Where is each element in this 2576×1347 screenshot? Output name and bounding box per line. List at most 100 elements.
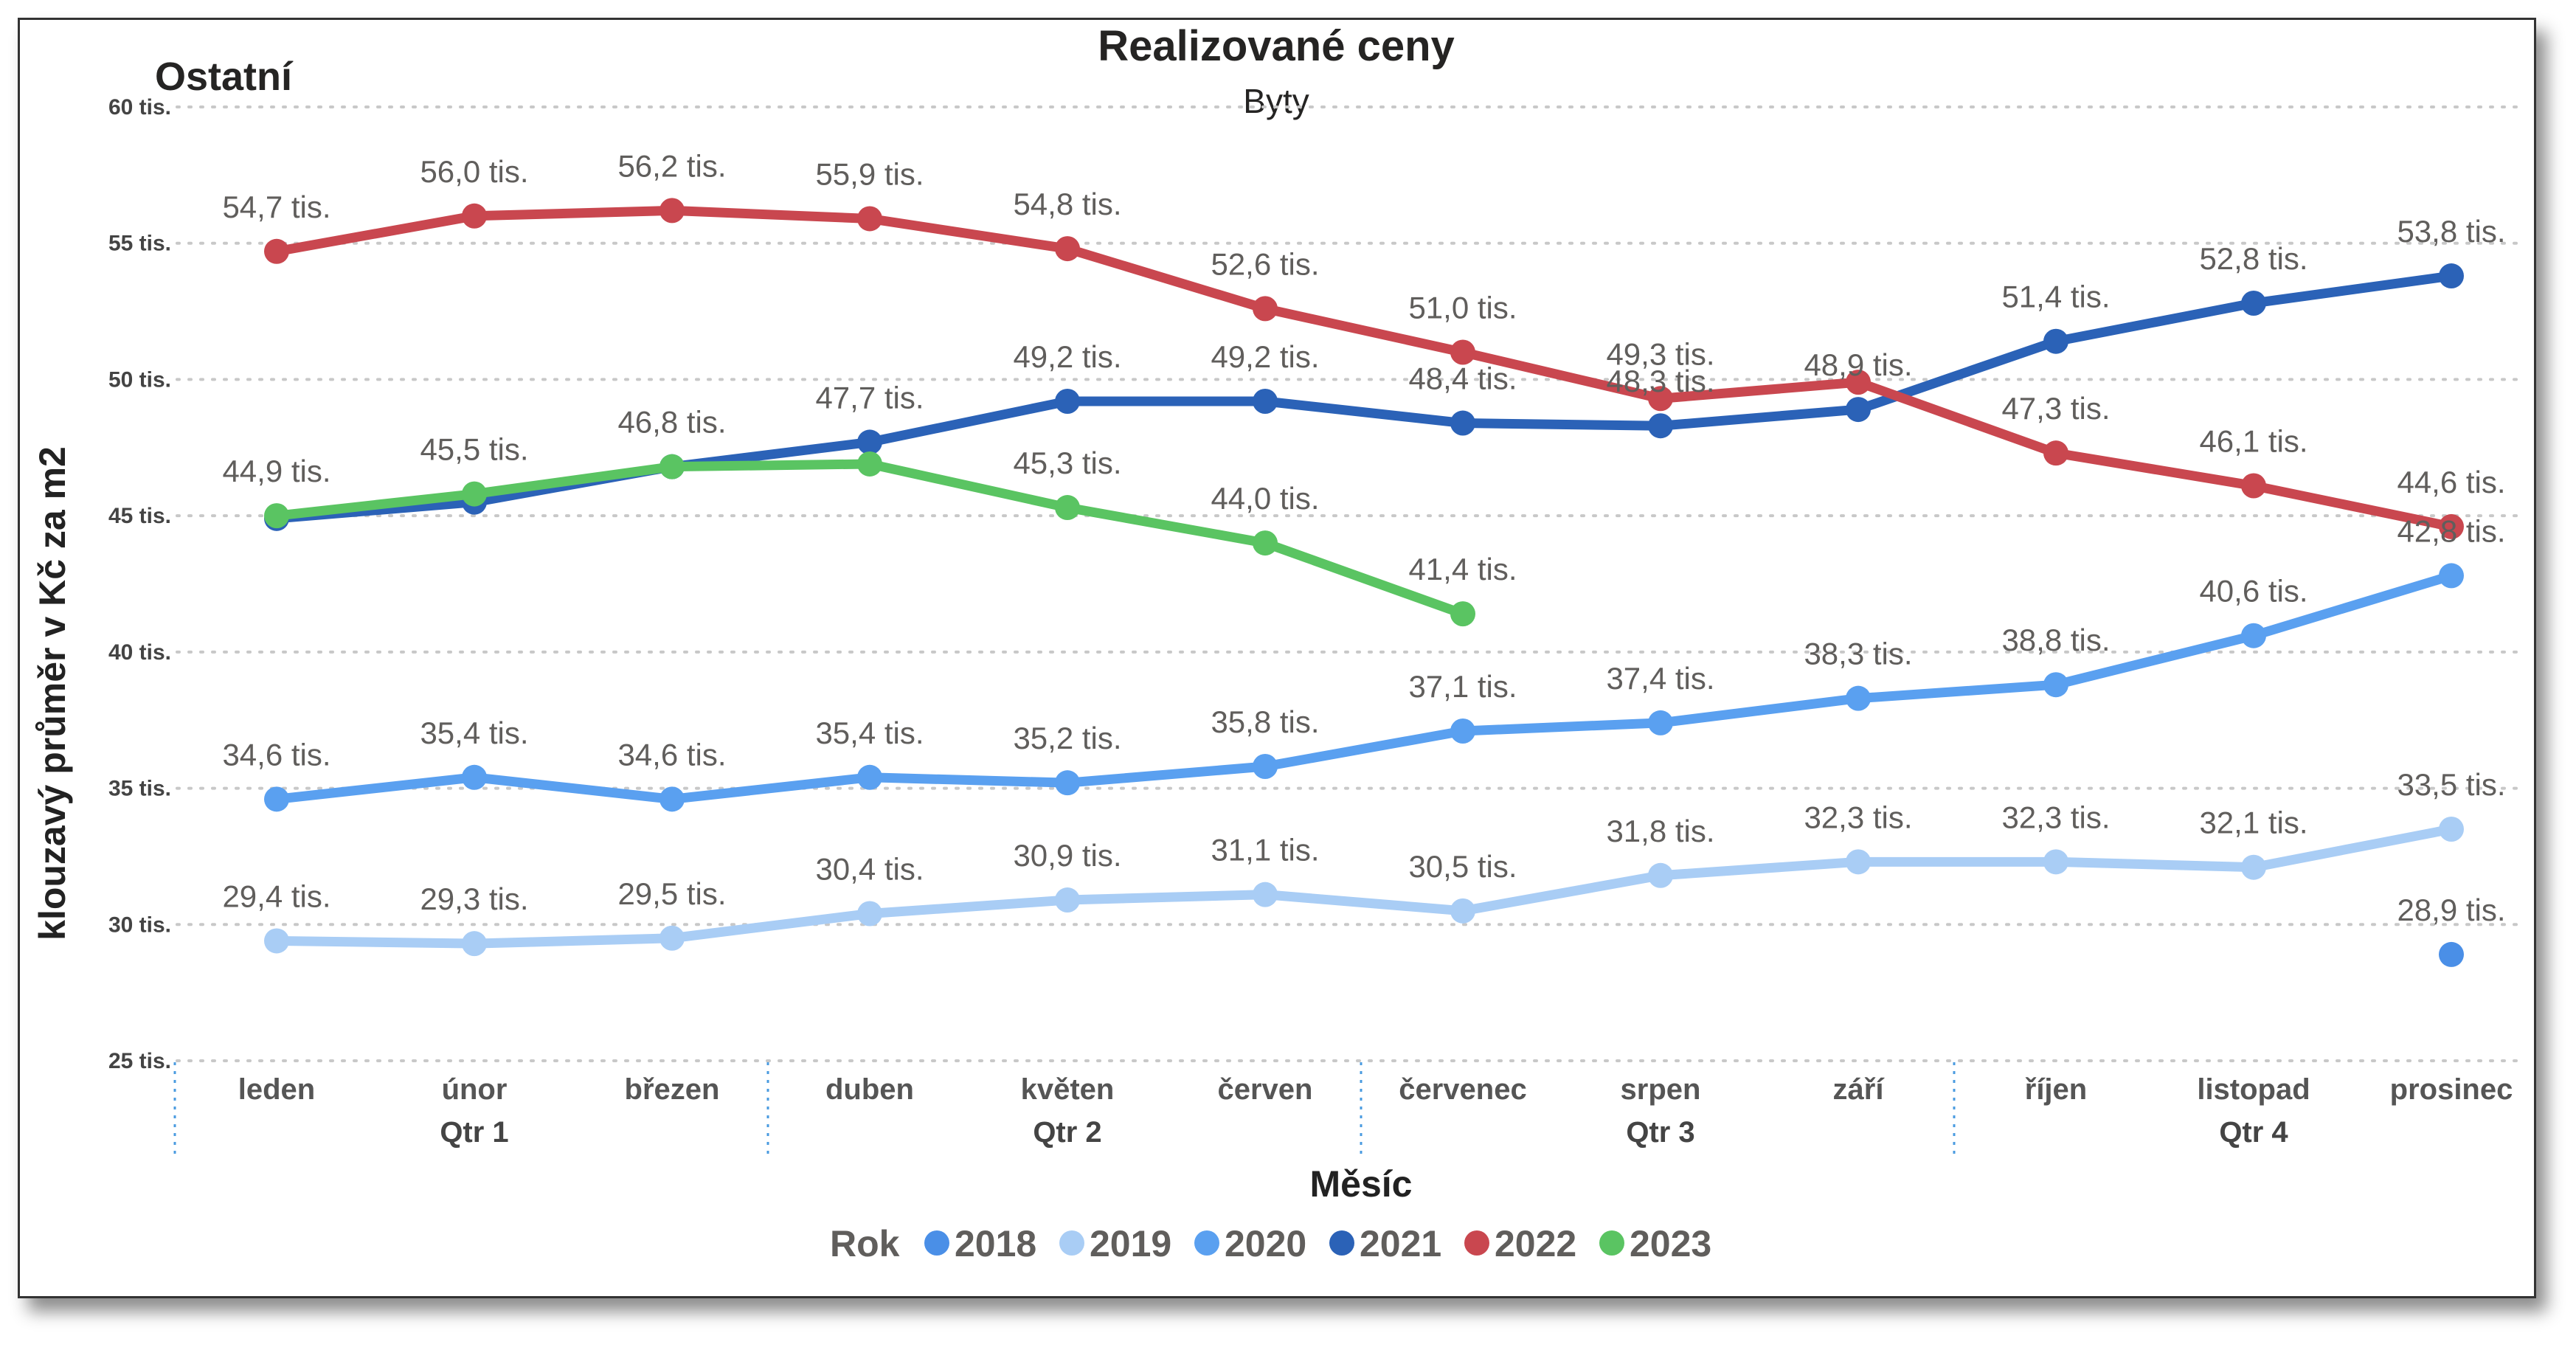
- point-2023: [1253, 530, 1278, 556]
- point-2023: [264, 503, 289, 529]
- y-tick-label: 25 tis.: [108, 1049, 171, 1073]
- point-2022: [1055, 236, 1080, 262]
- point-2022: [1450, 339, 1475, 365]
- y-tick-label: 40 tis.: [108, 640, 171, 665]
- x-tick-labels: leden únor březen duben květen červen červenec…: [173, 1062, 2513, 1154]
- legend-item-2019: 2019: [1090, 1223, 1171, 1264]
- point-2021: [2043, 328, 2068, 354]
- data-label-2019: 30,5 tis.: [1408, 849, 1517, 884]
- x-tick-label: leden: [238, 1073, 315, 1106]
- point-2023: [659, 454, 685, 479]
- data-label-2019: 33,5 tis.: [2397, 767, 2505, 802]
- data-label-2023: 45,5 tis.: [420, 432, 528, 467]
- data-label-2022: 55,9 tis.: [815, 156, 924, 191]
- point-2019: [1450, 898, 1475, 924]
- legend[interactable]: Rok 2018 2019 2020 2021 2022 2023: [830, 1223, 1711, 1264]
- y-tick-label: 60 tis.: [108, 95, 171, 120]
- point-2022: [2439, 513, 2464, 539]
- point-2023: [857, 451, 882, 477]
- y-axis-label: klouzavý průměr v Kč za m2: [32, 446, 73, 941]
- point-2020: [659, 786, 685, 812]
- legend-item-2018: 2018: [955, 1223, 1036, 1264]
- point-2019: [2241, 854, 2266, 880]
- quarter-label: Qtr 4: [2219, 1116, 2288, 1149]
- chart-frame: [18, 18, 2536, 1298]
- data-label-2020: 37,1 tis.: [1408, 669, 1517, 704]
- point-2019: [462, 931, 487, 957]
- point-2019: [857, 901, 882, 927]
- gridlines: [176, 105, 2524, 1062]
- series-line-2022: [271, 205, 2456, 532]
- data-label-2020: 38,3 tis.: [1804, 637, 1912, 671]
- point-2023: [462, 481, 487, 507]
- point-2019: [1253, 882, 1278, 907]
- legend-marker-2022: [1464, 1230, 1489, 1256]
- data-label-2023: 46,8 tis.: [617, 405, 726, 440]
- data-label-2019: 31,1 tis.: [1211, 833, 1319, 868]
- data-labels: 28,9 tis. 29,4 tis. 29,3 tis. 29,5 tis. 30,4…: [222, 148, 2505, 927]
- data-label-2022: 51,0 tis.: [1408, 290, 1517, 325]
- point-2020: [1846, 685, 1871, 711]
- legend-marker-2023: [1599, 1230, 1624, 1256]
- x-tick-label: říjen: [2025, 1073, 2087, 1106]
- point-2019: [264, 928, 289, 954]
- data-label-2020: 40,6 tis.: [2199, 574, 2307, 609]
- y-tick-label: 35 tis.: [108, 777, 171, 801]
- data-label-2018: 28,9 tis.: [2397, 893, 2505, 927]
- point-2020: [2241, 623, 2266, 648]
- data-label-2022: 54,8 tis.: [1013, 187, 1121, 221]
- data-label-2021: 53,8 tis.: [2397, 214, 2505, 249]
- point-2019: [1648, 862, 1673, 888]
- data-label-2021: 48,4 tis.: [1408, 361, 1517, 396]
- point-2021: [1648, 413, 1673, 439]
- data-label-2019: 29,5 tis.: [617, 876, 726, 911]
- x-tick-label: duben: [825, 1073, 914, 1106]
- quarter-label: Qtr 1: [440, 1116, 508, 1149]
- data-label-2019: 32,3 tis.: [2001, 800, 2110, 834]
- data-label-2022: 56,0 tis.: [420, 154, 528, 189]
- data-label-2022: 56,2 tis.: [617, 148, 726, 183]
- point-2021: [1450, 410, 1475, 436]
- data-label-2023: 41,4 tis.: [1408, 552, 1517, 586]
- y-tick-label: 45 tis.: [108, 504, 171, 528]
- chart-subtitle: Byty: [1243, 82, 1309, 120]
- legend-item-2023: 2023: [1630, 1223, 1711, 1264]
- point-2021: [2241, 290, 2266, 316]
- data-label-2019: 30,9 tis.: [1013, 838, 1121, 873]
- x-tick-label: prosinec: [2390, 1073, 2513, 1106]
- point-2020: [2439, 563, 2464, 589]
- data-label-2019: 30,4 tis.: [815, 852, 924, 887]
- data-label-2021: 49,2 tis.: [1013, 339, 1121, 374]
- x-tick-label: listopad: [2197, 1073, 2310, 1106]
- data-label-2019: 29,4 tis.: [222, 879, 330, 913]
- data-label-2020: 38,8 tis.: [2001, 623, 2110, 657]
- point-2021: [857, 429, 882, 455]
- point-2022: [462, 203, 487, 229]
- point-2020: [1450, 718, 1475, 744]
- point-2019: [2439, 816, 2464, 842]
- data-label-2020: 35,2 tis.: [1013, 721, 1121, 755]
- point-2020: [1055, 770, 1080, 796]
- y-tick-label: 30 tis.: [108, 913, 171, 937]
- data-label-2023: 44,0 tis.: [1211, 481, 1319, 516]
- point-2023: [1450, 601, 1475, 627]
- data-label-2021: 47,7 tis.: [815, 380, 924, 415]
- point-2019: [659, 925, 685, 951]
- point-2022: [659, 198, 685, 224]
- data-label-2022: 47,3 tis.: [2001, 391, 2110, 426]
- legend-item-2021: 2021: [1360, 1223, 1441, 1264]
- chart-title: Realizované ceny: [1098, 22, 1455, 70]
- x-tick-label: září: [1833, 1073, 1886, 1106]
- point-2021: [1253, 388, 1278, 414]
- legend-item-2020: 2020: [1225, 1223, 1306, 1264]
- series-line-2020: [271, 570, 2456, 804]
- point-2022: [1648, 386, 1673, 412]
- point-2022: [857, 206, 882, 232]
- point-2020: [264, 786, 289, 812]
- point-2022: [1846, 370, 1871, 395]
- x-tick-label: květen: [1021, 1073, 1115, 1106]
- point-2023: [1055, 495, 1080, 521]
- point-2020: [857, 764, 882, 790]
- quarter-label: Qtr 2: [1033, 1116, 1101, 1149]
- corner-label: Ostatní: [155, 55, 294, 99]
